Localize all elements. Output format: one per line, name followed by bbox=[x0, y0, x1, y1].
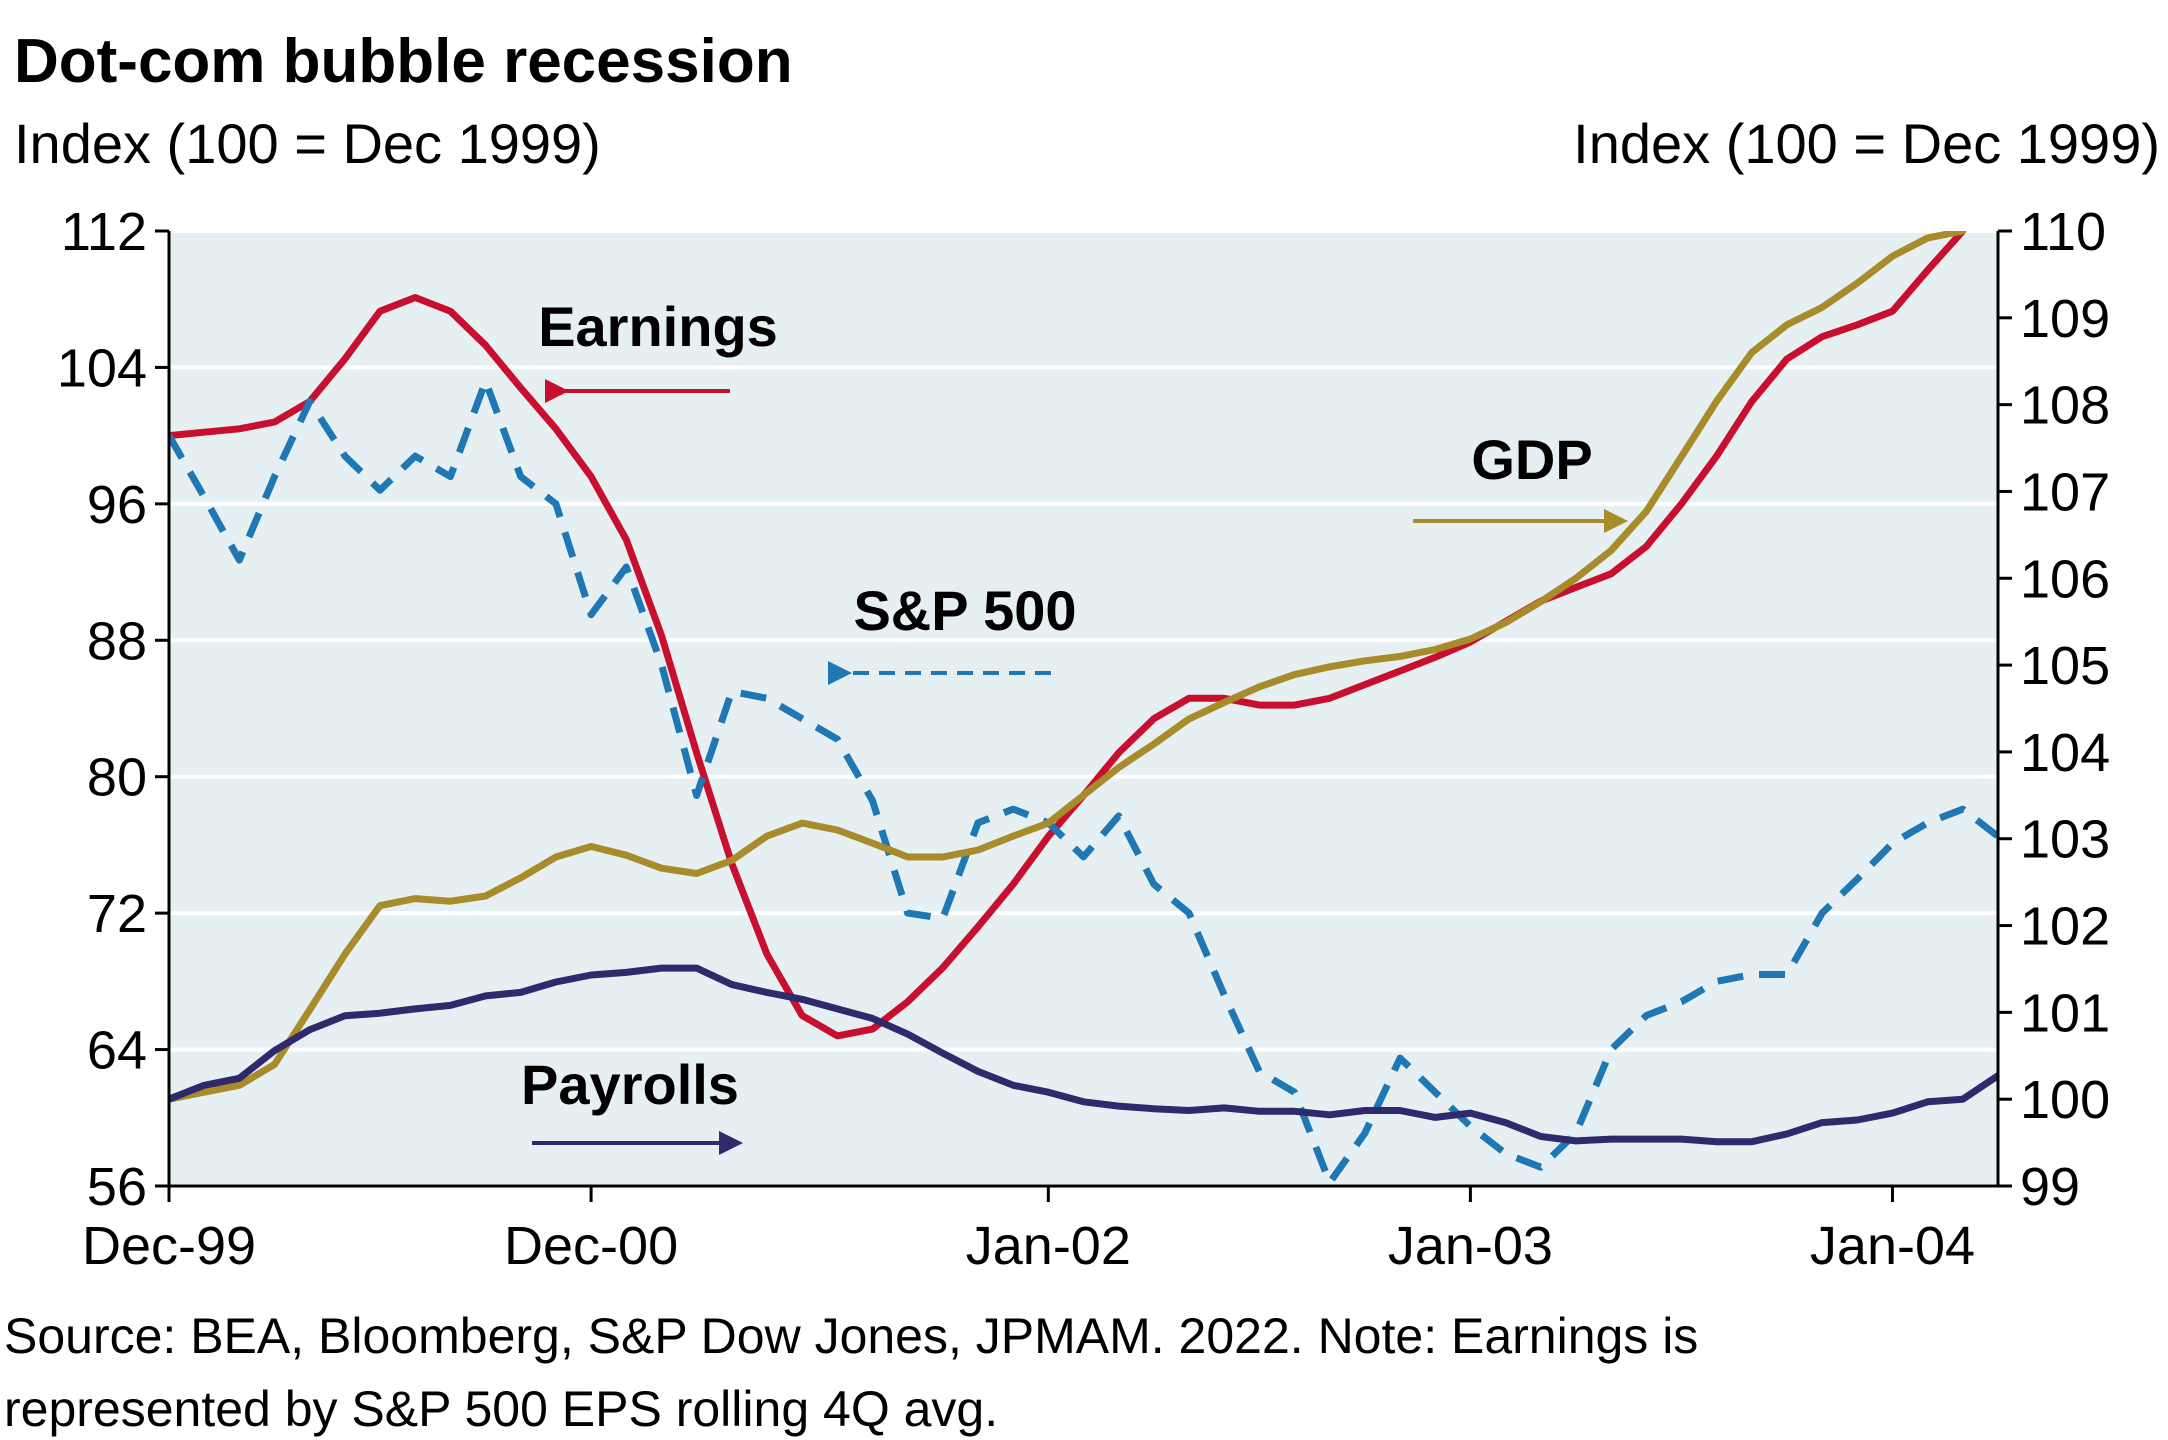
footnote: represented by S&P 500 EPS rolling 4Q av… bbox=[4, 1381, 998, 1437]
line bbox=[169, 377, 1998, 1186]
y2-tick-label: 110 bbox=[2020, 202, 2106, 262]
y2-tick-label: 108 bbox=[2020, 376, 2110, 436]
y-tick-label: 96 bbox=[87, 475, 147, 535]
y-tick-label: 64 bbox=[87, 1021, 147, 1081]
x-tick-label: Jan-04 bbox=[1810, 1216, 1975, 1276]
series-label: GDP bbox=[1471, 428, 1592, 491]
plot-background bbox=[169, 231, 1998, 1186]
y2-tick-label: 107 bbox=[2020, 462, 2110, 522]
y-tick-label: 112 bbox=[61, 202, 147, 262]
x-tick-label: Dec-00 bbox=[504, 1216, 678, 1276]
y2-tick-label: 102 bbox=[2020, 897, 2110, 957]
y2-tick-label: 101 bbox=[2020, 983, 2110, 1043]
chart-title: Dot-com bubble recession bbox=[14, 27, 793, 96]
y-tick-label: 104 bbox=[57, 338, 147, 398]
y2-tick-label: 106 bbox=[2020, 549, 2110, 609]
line bbox=[169, 231, 1967, 1103]
x-tick-label: Jan-02 bbox=[966, 1216, 1131, 1276]
y-axis-label: Index (100 = Dec 1999) bbox=[14, 112, 601, 175]
series-label: S&P 500 bbox=[853, 579, 1076, 642]
y-tick-label: 56 bbox=[87, 1157, 147, 1217]
series-label: Payrolls bbox=[521, 1053, 739, 1116]
x-tick-label: Dec-99 bbox=[82, 1216, 256, 1276]
plot-area: 56 64 72 80 88 96 104 112 99 100 101 102 103 104 105 10… bbox=[57, 202, 2110, 1276]
y2-tick-label: 109 bbox=[2020, 289, 2110, 349]
y2-tick-label: 99 bbox=[2020, 1157, 2080, 1217]
line bbox=[169, 231, 1967, 1040]
line bbox=[169, 964, 1998, 1146]
series-label: Earnings bbox=[538, 295, 778, 358]
series-group bbox=[169, 231, 1998, 1186]
y-tick-label: 80 bbox=[87, 748, 147, 808]
y2-tick-label: 105 bbox=[2020, 636, 2110, 696]
y2-tick-label: 104 bbox=[2020, 723, 2110, 783]
x-tick-label: Jan-03 bbox=[1388, 1216, 1553, 1276]
y-tick-label: 72 bbox=[87, 884, 147, 944]
y2-tick-label: 100 bbox=[2020, 1070, 2110, 1130]
y2-axis-label: Index (100 = Dec 1999) bbox=[1573, 112, 2160, 175]
y-tick-label: 88 bbox=[87, 611, 147, 671]
footnote: Source: BEA, Bloomberg, S&P Dow Jones, J… bbox=[4, 1308, 1698, 1364]
y2-tick-label: 103 bbox=[2020, 810, 2110, 870]
